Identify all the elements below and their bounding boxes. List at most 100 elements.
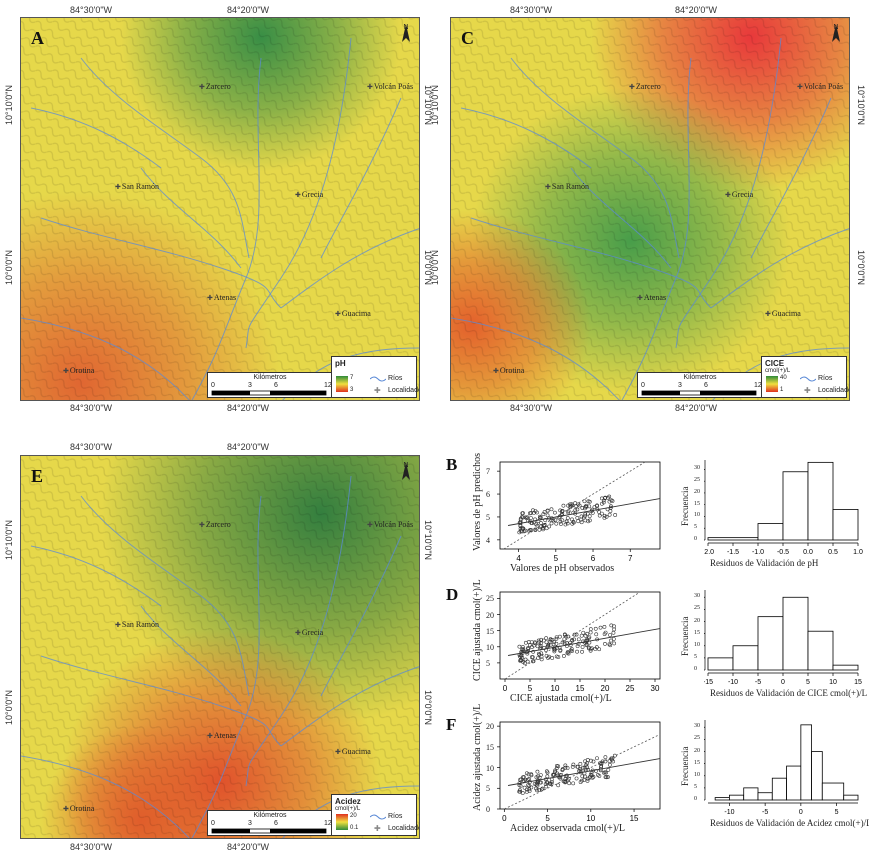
scatter-point [540,786,545,791]
scatter-point [574,632,579,637]
town-legend-icon: ✚ [374,824,381,833]
scatter-point [585,758,590,762]
scatter-point [612,641,617,646]
scatter-point [564,644,569,648]
scatter-point [602,515,607,520]
scatter-point [572,637,576,642]
scatter-point [563,763,568,768]
lat-label: 10°0'0"N [4,690,14,726]
town-label: Volcán Poás [367,520,413,529]
scatter-point [522,661,527,666]
y-tick-label: 15 [694,760,700,766]
scatter-point [550,656,555,660]
scatter-point [600,759,605,764]
x-tick-label: -2.0 [704,549,714,556]
scatter-point [531,508,535,513]
north-arrow: N [831,24,841,42]
x-tick-label: 0.5 [828,549,838,556]
scatter-point [563,765,568,770]
histogram-bar [821,782,845,801]
y-tick-label: 15 [694,501,700,507]
scatter-point [547,524,552,529]
panel-label: B [446,455,458,474]
lat-label: 10°0'0"N [423,250,433,286]
scatter-point [541,638,546,643]
terrain-svg [21,456,419,838]
north-arrow: N [401,462,411,480]
scatter-point [571,762,576,767]
legend-title: CICE [765,359,785,368]
town-label: Orotina [63,366,94,375]
scatter-point [539,521,543,525]
scatter-point [594,632,599,637]
scatter-point [541,512,546,517]
scatter-point [575,649,579,654]
scatter-point [560,511,565,516]
scatter-point [531,659,535,664]
x-tick-label: -5 [755,679,761,686]
town-label: Zarcero [199,82,231,91]
x-tick-label: 5 [806,679,810,686]
scatter-point [612,627,616,632]
town-label: Atenas [207,293,236,302]
y-tick-label: 5 [486,659,490,668]
y-tick-label: 10 [694,512,700,518]
scatter-point [578,761,583,766]
scatter-point [549,782,554,786]
legend-color-ramp [336,376,348,392]
scatter-point [525,787,529,792]
scatter-point [544,780,549,784]
river-line [80,57,250,259]
hillshade [21,456,419,838]
x-tick-label: 1.0 [853,549,863,556]
scatter-point [545,774,550,779]
scale-tick: 0 [641,382,645,389]
lat-label: 10°10'0"N [430,85,440,126]
scatter-point [609,757,614,762]
lat-label: 10°10'0"N [856,85,866,126]
scatter-point [542,523,547,528]
scale-tick: 12 [324,820,332,827]
scatter-point [528,511,532,516]
scatter-point [518,516,523,521]
scatter-point [529,528,534,532]
map-legend: pH 7 3 Ríos ✚ Localidades [331,356,419,398]
scatter-point [539,780,543,785]
scatter-point [581,630,586,635]
scatter-point [562,641,567,646]
lat-label: 10°0'0"N [4,250,14,286]
scatter-point [583,633,588,638]
scatter-point [571,520,576,525]
x-tick-label: 5 [528,684,533,693]
scatter-point [546,656,550,660]
scatter-point [537,787,542,792]
y-tick-label: 25 [694,735,700,741]
scatter-point [603,755,608,760]
scatter-point [539,641,543,646]
river-line [675,37,782,349]
histogram-bar [757,616,784,671]
scale-tick: 0 [211,820,215,827]
scatter-point [587,635,592,639]
x-tick-label: -1.0 [752,549,764,556]
scatter-point [521,775,525,780]
river-line [280,666,419,747]
scatter-point [546,643,551,647]
scatter-point [545,780,550,785]
town-label: San Ramón [545,182,589,191]
scatter-point [565,516,570,520]
scatter-point [523,657,528,662]
scatter-point [559,522,563,526]
scatter-point [554,654,559,659]
scatter-point [586,519,591,524]
scatter-point [554,641,559,646]
scatter-point [550,773,555,777]
scatter-point [552,510,557,515]
scatter-point [591,759,596,764]
scatter-plot: 0 5 10 15 20 25 30 [497,591,661,693]
x-tick-label: 5 [835,809,839,816]
x-axis-label: Residuos de Validación de pH [710,558,819,568]
scatter-point [544,640,549,645]
